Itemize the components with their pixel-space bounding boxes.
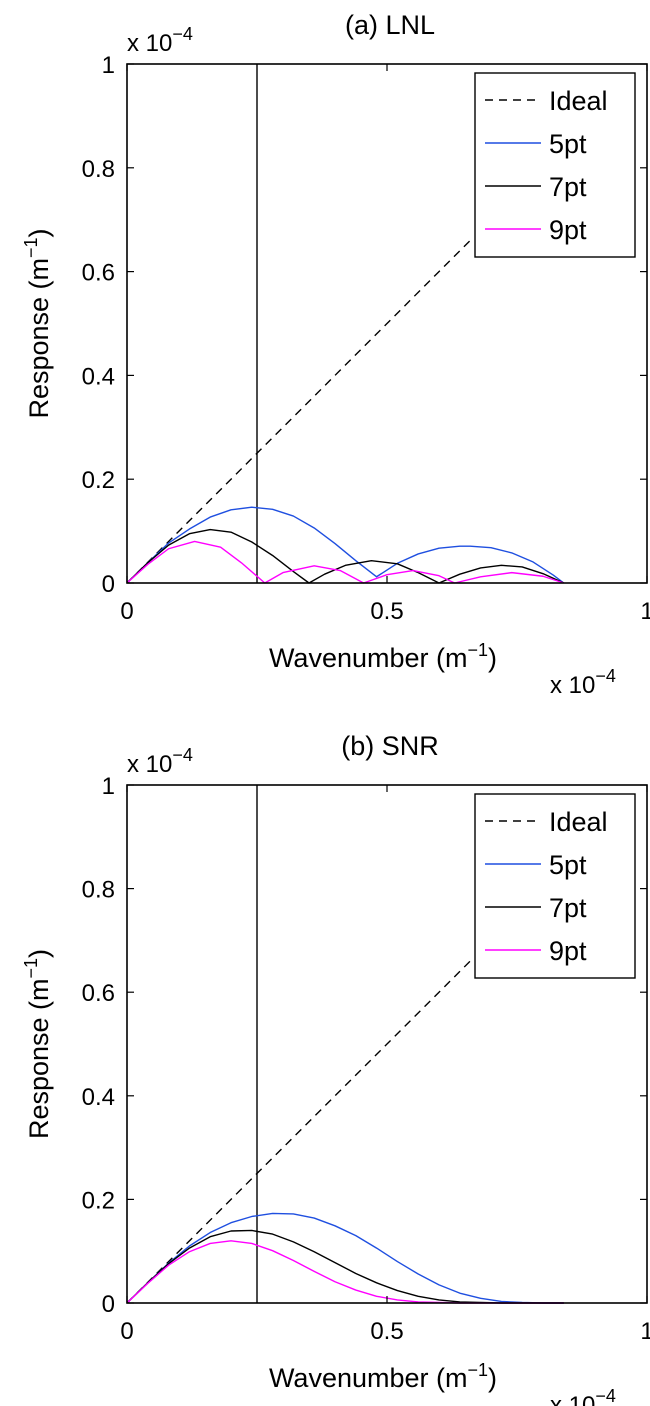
series-line-5pt (126, 1212, 564, 1304)
y-axis-label-base: Response (m (24, 978, 54, 1139)
y-exponent: x 10−4 (127, 745, 193, 778)
series-line-ideal (126, 960, 471, 1304)
x-axis-label-base: Wavenumber (m (269, 643, 468, 673)
y-tick-label: 0.8 (82, 156, 115, 183)
x-axis-label-close: ) (488, 643, 497, 673)
chart-title: (b) SNR (341, 731, 439, 761)
legend-label-ideal: Ideal (549, 807, 608, 837)
y-tick-label: 0 (102, 1291, 115, 1318)
x-tick-label: 0 (120, 598, 133, 625)
legend-box (474, 72, 636, 258)
legend-label-ideal: Ideal (549, 86, 608, 116)
y-tick-label: 0.2 (82, 1187, 115, 1214)
x-exponent: x 10−4 (550, 666, 616, 699)
y-axis-label-close: ) (24, 949, 54, 958)
y-exponent-base: x 10 (127, 751, 172, 778)
y-axis-label-close: ) (24, 228, 54, 237)
y-axis-label: Response (m−1) (21, 949, 54, 1139)
y-tick-label: 0.2 (82, 467, 115, 494)
y-tick-label: 0 (102, 571, 115, 598)
legend-label-9pt: 9pt (549, 215, 587, 245)
x-exponent-sup: −4 (595, 1386, 616, 1406)
y-axis-label-sup: −1 (21, 958, 41, 979)
y-exponent-sup: −4 (172, 745, 193, 765)
legend-label-9pt: 9pt (549, 936, 587, 966)
x-axis-label: Wavenumber (m−1) (269, 1360, 497, 1393)
x-exponent-sup: −4 (595, 666, 616, 686)
y-tick-label: 0.6 (82, 980, 115, 1007)
x-axis-label-sup: −1 (468, 640, 489, 660)
series-line-ideal (126, 239, 471, 584)
y-exponent: x 10−4 (127, 24, 193, 57)
y-tick-label: 0.4 (82, 1084, 115, 1111)
legend: Ideal 5pt 7pt 9pt (474, 793, 636, 979)
series-line-9pt (126, 540, 565, 584)
x-axis-label: Wavenumber (m−1) (269, 640, 497, 673)
y-axis-label-sup: −1 (21, 237, 41, 258)
y-tick-label: 1 (102, 773, 115, 800)
legend-box (474, 793, 636, 979)
y-exponent-sup: −4 (172, 24, 193, 44)
x-tick-label: 1 (640, 1318, 650, 1345)
y-axis-label: Response (m−1) (21, 228, 54, 418)
x-tick-label: 0.5 (370, 1318, 403, 1345)
x-axis-label-sup: −1 (468, 1360, 489, 1380)
y-tick-label: 1 (102, 52, 115, 79)
x-tick-label: 1 (640, 598, 650, 625)
x-tick-label: 0.5 (370, 598, 403, 625)
x-exponent: x 10−4 (550, 1386, 616, 1406)
chart-title: (a) LNL (345, 10, 435, 40)
series-line-5pt (126, 506, 565, 584)
y-axis-label-base: Response (m (24, 258, 54, 419)
y-tick-label: 0.8 (82, 877, 115, 904)
x-tick-label: 0 (120, 1318, 133, 1345)
x-axis-label-close: ) (488, 1363, 497, 1393)
y-tick-label: 0.6 (82, 260, 115, 287)
legend-label-7pt: 7pt (549, 172, 587, 202)
legend: Ideal 5pt 7pt 9pt (474, 72, 636, 258)
y-tick-label: 0.4 (82, 363, 115, 390)
y-exponent-base: x 10 (127, 30, 172, 57)
x-exponent-base: x 10 (550, 672, 595, 699)
x-axis-label-base: Wavenumber (m (269, 1363, 468, 1393)
legend-label-7pt: 7pt (549, 893, 587, 923)
x-exponent-base: x 10 (550, 1392, 595, 1406)
legend-label-5pt: 5pt (549, 129, 587, 159)
legend-label-5pt: 5pt (549, 850, 587, 880)
